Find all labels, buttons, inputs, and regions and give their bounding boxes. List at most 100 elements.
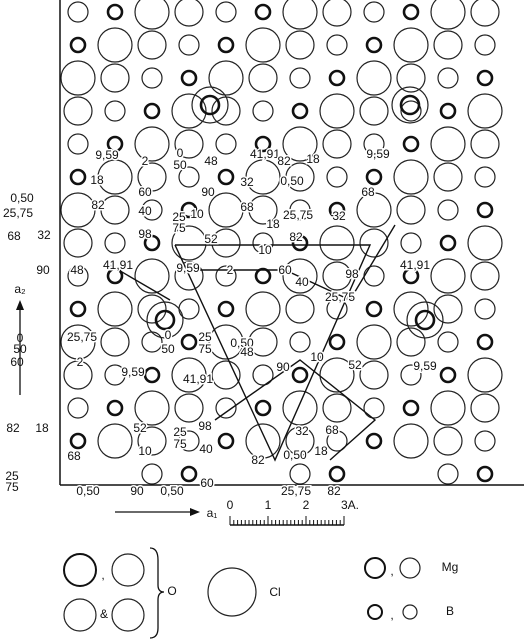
- atom: [438, 200, 458, 220]
- atom: [478, 335, 492, 349]
- atom: [219, 38, 233, 52]
- atom: [367, 38, 381, 52]
- atom-height-label: 18: [314, 444, 328, 458]
- atom: [219, 434, 233, 448]
- atom: [367, 302, 381, 316]
- atom-height-label: 32: [240, 175, 254, 189]
- atom: [283, 391, 317, 425]
- atom-height-label: 25,75: [325, 290, 355, 304]
- atom: [138, 31, 166, 59]
- atom-height-label: 2: [142, 154, 149, 168]
- atom-height-label: 52: [204, 232, 218, 246]
- atom: [438, 68, 458, 88]
- legend-text: ,: [390, 608, 393, 622]
- atom: [431, 0, 465, 29]
- atom: [434, 163, 462, 191]
- atom: [61, 61, 95, 95]
- atom: [330, 335, 344, 349]
- scale-label: 0: [227, 498, 234, 512]
- atom: [209, 61, 243, 95]
- atom: [101, 64, 129, 92]
- atom: [61, 193, 95, 227]
- atom: [68, 134, 88, 154]
- atom-height-label: 50: [173, 158, 187, 172]
- atom: [135, 259, 169, 293]
- atom-height-label: 0,50: [160, 484, 184, 498]
- atom: [397, 196, 425, 224]
- atom: [323, 0, 351, 26]
- a1-label: a₁: [207, 506, 218, 520]
- atom-height-label: 90: [276, 360, 290, 374]
- atom-height-label: 60: [138, 185, 152, 199]
- atom: [475, 299, 495, 319]
- atom: [327, 167, 347, 187]
- atom: [135, 391, 169, 425]
- atom: [98, 28, 132, 62]
- atom: [320, 226, 354, 260]
- atom-height-label: 68: [7, 229, 21, 243]
- scale-label: 1: [265, 498, 272, 512]
- a2-arrowhead: [16, 300, 24, 310]
- atom-height-label: 18: [90, 173, 104, 187]
- atom: [434, 295, 462, 323]
- atom: [219, 302, 233, 316]
- atom: [142, 332, 162, 352]
- atom-height-label: 75: [198, 342, 212, 356]
- atom: [216, 2, 236, 22]
- atom-height-label: 60: [278, 263, 292, 277]
- atom: [138, 295, 166, 323]
- atom: [290, 68, 310, 88]
- a2-label: a₂: [14, 282, 26, 296]
- atom: [101, 328, 129, 356]
- atom: [441, 104, 455, 118]
- legend-text: Mg: [442, 560, 459, 574]
- atom: [364, 398, 384, 418]
- atom: [431, 259, 465, 293]
- atom-height-label: 41,91: [250, 147, 280, 161]
- atom: [468, 94, 502, 128]
- atom-height-label: 25,75: [67, 330, 97, 344]
- atom: [404, 401, 418, 415]
- atom: [142, 68, 162, 88]
- atom-height-label: 0: [165, 328, 172, 342]
- atom-height-label: 98: [198, 419, 212, 433]
- atom-height-label: 68: [361, 185, 375, 199]
- atom: [360, 361, 388, 389]
- atom-height-label: 48: [240, 345, 254, 359]
- atom: [290, 464, 310, 484]
- legend-text: &: [100, 607, 108, 621]
- atom: [441, 236, 455, 250]
- atom: [64, 97, 92, 125]
- atom: [256, 401, 270, 415]
- legend-text: B: [446, 604, 454, 618]
- legend-text: ,: [101, 568, 104, 582]
- atom: [478, 71, 492, 85]
- atom: [330, 467, 344, 481]
- atom: [320, 94, 354, 128]
- atom: [172, 94, 206, 128]
- atom: [108, 401, 122, 415]
- atom-height-label: 82: [277, 154, 291, 168]
- atom-height-label: 60: [10, 355, 24, 369]
- atom: [290, 332, 310, 352]
- atom-height-label: 82: [251, 453, 265, 467]
- atom: [179, 35, 199, 55]
- atom: [108, 5, 122, 19]
- atom-height-label: 0,50: [10, 191, 34, 205]
- atom-height-label: 10: [138, 444, 152, 458]
- atom: [68, 2, 88, 22]
- atom-height-label: 82: [91, 198, 105, 212]
- atom: [175, 0, 203, 26]
- atom: [216, 134, 236, 154]
- atom: [431, 127, 465, 161]
- atom: [364, 266, 384, 286]
- atom-height-label: 10: [258, 243, 272, 257]
- atom-height-label: 9,59: [413, 359, 437, 373]
- atom: [441, 368, 455, 382]
- atom-height-label: 68: [67, 449, 81, 463]
- atom-height-label: 41,91: [400, 258, 430, 272]
- atom-height-label: 52: [348, 358, 362, 372]
- atom: [401, 233, 421, 253]
- atom: [286, 31, 314, 59]
- legend-text: ,: [390, 564, 393, 578]
